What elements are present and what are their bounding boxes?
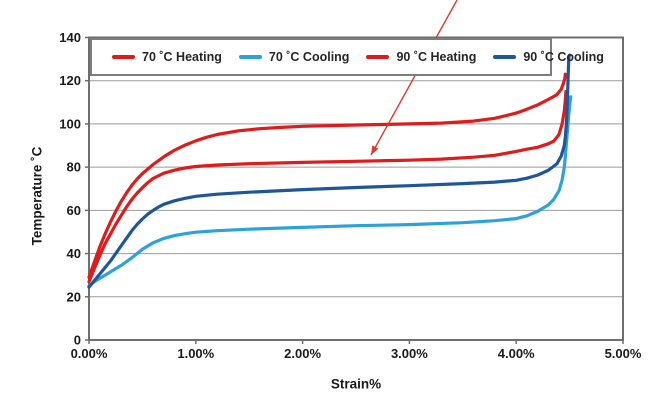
x-tick-label: 0.00% [71,346,108,361]
x-axis-title: Strain% [330,376,382,392]
y-tick-label: 60 [67,203,81,218]
legend-line-icon [366,55,390,59]
series-curve-90-c-heating [87,72,567,279]
legend: 70 ˚C Heating 70 ˚C Cooling 90 ˚C Heatin… [90,38,604,76]
legend-label: 90 ˚C Cooling [523,50,604,64]
legend-item-70c-cooling: 70 ˚C Cooling [238,50,350,64]
y-tick-label: 0 [74,333,81,348]
x-tick-label: 4.00% [498,346,535,361]
legend-line-icon [238,55,262,59]
x-tick-label: 2.00% [284,346,321,361]
y-tick-label: 140 [59,30,81,45]
series-curve-70-c-heating [87,89,568,284]
y-tick-label: 40 [67,246,81,261]
series-curve-90-c-cooling [87,53,572,289]
y-tick-label: 20 [67,289,81,304]
y-axis-title: Temperature ˚C [29,146,45,246]
x-tick-label: 1.00% [177,346,214,361]
legend-item-90c-cooling: 90 ˚C Cooling [493,50,604,64]
legend-item-70c-heating: 70 ˚C Heating [112,50,222,64]
legend-label: 90 ˚C Heating [396,50,477,64]
plot-border [88,36,624,341]
y-tick-label: 120 [59,73,81,88]
legend-label: 70 ˚C Cooling [268,50,350,64]
legend-label: 70 ˚C Heating [142,50,222,64]
x-tick-label: 5.00% [605,346,642,361]
annotation-arrowhead-icon [371,145,379,155]
legend-line-icon [112,55,135,59]
legend-item-90c-heating: 90 ˚C Heating [366,50,476,64]
y-tick-label: 80 [67,160,81,175]
series-curve-70-c-cooling [87,95,573,288]
legend-line-icon [493,55,517,59]
annotation-arrow [370,0,458,156]
y-tick-label: 100 [59,116,81,131]
x-tick-label: 3.00% [391,346,428,361]
